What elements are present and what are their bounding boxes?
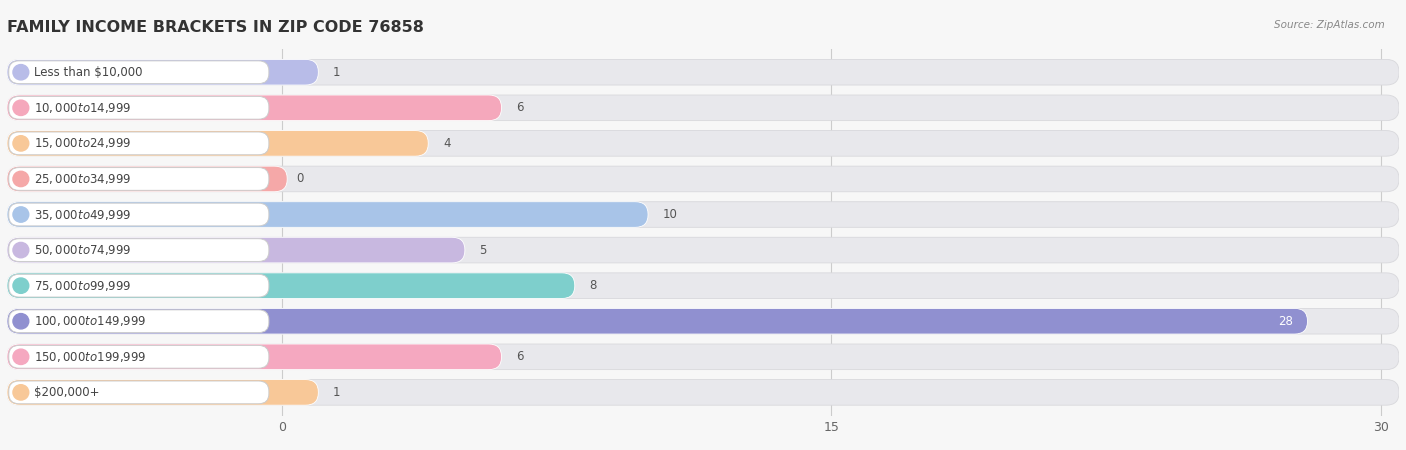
FancyBboxPatch shape (8, 346, 269, 368)
FancyBboxPatch shape (7, 95, 1399, 121)
Text: $150,000 to $199,999: $150,000 to $199,999 (34, 350, 146, 364)
FancyBboxPatch shape (8, 167, 269, 190)
Text: Source: ZipAtlas.com: Source: ZipAtlas.com (1274, 20, 1385, 30)
FancyBboxPatch shape (7, 308, 1399, 334)
Text: $75,000 to $99,999: $75,000 to $99,999 (34, 279, 132, 292)
FancyBboxPatch shape (7, 308, 1308, 334)
FancyBboxPatch shape (8, 61, 269, 84)
FancyBboxPatch shape (7, 379, 1399, 405)
Text: 6: 6 (516, 101, 523, 114)
FancyBboxPatch shape (7, 202, 1399, 227)
Circle shape (13, 314, 28, 329)
Text: 5: 5 (479, 243, 486, 256)
Text: $50,000 to $74,999: $50,000 to $74,999 (34, 243, 132, 257)
Circle shape (13, 349, 28, 364)
Text: 4: 4 (443, 137, 450, 150)
Text: 28: 28 (1278, 315, 1292, 328)
FancyBboxPatch shape (8, 310, 269, 333)
Text: $200,000+: $200,000+ (34, 386, 100, 399)
Circle shape (13, 136, 28, 151)
Text: 0: 0 (297, 172, 304, 185)
FancyBboxPatch shape (7, 59, 1399, 85)
Circle shape (13, 207, 28, 222)
Circle shape (13, 100, 28, 116)
FancyBboxPatch shape (7, 202, 648, 227)
FancyBboxPatch shape (8, 238, 269, 261)
FancyBboxPatch shape (7, 130, 429, 156)
Circle shape (13, 64, 28, 80)
FancyBboxPatch shape (7, 379, 318, 405)
FancyBboxPatch shape (7, 166, 1399, 192)
FancyBboxPatch shape (7, 273, 575, 298)
FancyBboxPatch shape (7, 344, 1399, 369)
FancyBboxPatch shape (8, 132, 269, 155)
Text: $25,000 to $34,999: $25,000 to $34,999 (34, 172, 132, 186)
FancyBboxPatch shape (7, 237, 465, 263)
FancyBboxPatch shape (7, 59, 318, 85)
FancyBboxPatch shape (7, 166, 287, 192)
Text: 10: 10 (662, 208, 678, 221)
Text: 6: 6 (516, 350, 523, 363)
FancyBboxPatch shape (7, 95, 502, 121)
Text: 1: 1 (333, 66, 340, 79)
FancyBboxPatch shape (7, 344, 502, 369)
Circle shape (13, 278, 28, 293)
Circle shape (13, 243, 28, 258)
FancyBboxPatch shape (7, 237, 1399, 263)
Text: $10,000 to $14,999: $10,000 to $14,999 (34, 101, 132, 115)
FancyBboxPatch shape (7, 273, 1399, 298)
Text: $15,000 to $24,999: $15,000 to $24,999 (34, 136, 132, 150)
FancyBboxPatch shape (8, 203, 269, 226)
FancyBboxPatch shape (8, 96, 269, 119)
FancyBboxPatch shape (8, 274, 269, 297)
Text: 8: 8 (589, 279, 596, 292)
FancyBboxPatch shape (7, 130, 1399, 156)
Text: 1: 1 (333, 386, 340, 399)
Text: $100,000 to $149,999: $100,000 to $149,999 (34, 314, 146, 328)
Circle shape (13, 171, 28, 187)
Circle shape (13, 385, 28, 400)
Text: $35,000 to $49,999: $35,000 to $49,999 (34, 207, 132, 221)
FancyBboxPatch shape (8, 381, 269, 404)
Text: Less than $10,000: Less than $10,000 (34, 66, 143, 79)
Text: FAMILY INCOME BRACKETS IN ZIP CODE 76858: FAMILY INCOME BRACKETS IN ZIP CODE 76858 (7, 20, 423, 36)
